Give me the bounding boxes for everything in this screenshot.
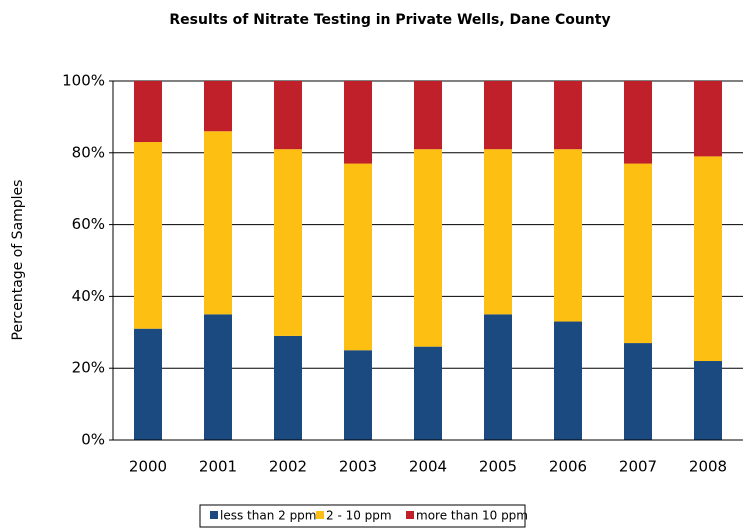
legend-swatch bbox=[316, 511, 324, 519]
legend-swatch bbox=[406, 511, 414, 519]
bar-segment bbox=[484, 149, 512, 315]
x-tick-label: 2002 bbox=[269, 458, 307, 476]
y-tick-label: 100% bbox=[62, 72, 105, 90]
bar-segment bbox=[554, 81, 582, 150]
x-tick-label: 2007 bbox=[619, 458, 657, 476]
x-tick-label: 2008 bbox=[689, 458, 727, 476]
bar-segment bbox=[344, 350, 372, 440]
bar-segment bbox=[134, 142, 162, 329]
x-tick-label: 2000 bbox=[129, 458, 167, 476]
x-tick-label: 2005 bbox=[479, 458, 517, 476]
legend-label: more than 10 ppm bbox=[416, 509, 528, 523]
y-axis-label: Percentage of Samples bbox=[10, 180, 26, 341]
legend-box bbox=[199, 504, 526, 528]
x-tick-label: 2001 bbox=[199, 458, 237, 476]
bar-segment bbox=[344, 81, 372, 164]
bar-segment bbox=[694, 81, 722, 157]
bar-segment bbox=[694, 156, 722, 362]
bar-segment bbox=[624, 163, 652, 344]
y-tick-label: 80% bbox=[72, 143, 105, 161]
y-tick-label: 40% bbox=[72, 287, 105, 305]
legend-label: 2 - 10 ppm bbox=[326, 509, 392, 523]
bar-segment bbox=[624, 81, 652, 164]
bar-segment bbox=[204, 131, 232, 315]
bar-segment bbox=[484, 81, 512, 150]
bar-segment bbox=[414, 149, 442, 347]
chart-title: Results of Nitrate Testing in Private We… bbox=[169, 12, 610, 28]
bar-segment bbox=[274, 149, 302, 336]
bar-segment bbox=[134, 328, 162, 440]
bar-segment bbox=[414, 346, 442, 440]
bar-segment bbox=[694, 361, 722, 440]
bar-segment bbox=[204, 314, 232, 440]
bar-segment bbox=[414, 81, 442, 150]
y-tick-label: 60% bbox=[72, 215, 105, 233]
bar-segment bbox=[344, 163, 372, 351]
bar-segment bbox=[274, 81, 302, 150]
y-tick-label: 0% bbox=[81, 431, 105, 449]
y-tick-label: 20% bbox=[72, 359, 105, 377]
bar-segment bbox=[554, 321, 582, 440]
x-tick-label: 2003 bbox=[339, 458, 377, 476]
x-tick-label: 2004 bbox=[409, 458, 447, 476]
bar-segment bbox=[204, 81, 232, 132]
bar-segment bbox=[134, 81, 162, 143]
bar-segment bbox=[484, 314, 512, 440]
bar-segment bbox=[274, 335, 302, 440]
x-tick-label: 2006 bbox=[549, 458, 587, 476]
legend-swatch bbox=[210, 511, 218, 519]
bar-segment bbox=[624, 343, 652, 440]
bar-segment bbox=[554, 149, 582, 322]
legend-label: less than 2 ppm bbox=[220, 509, 317, 523]
